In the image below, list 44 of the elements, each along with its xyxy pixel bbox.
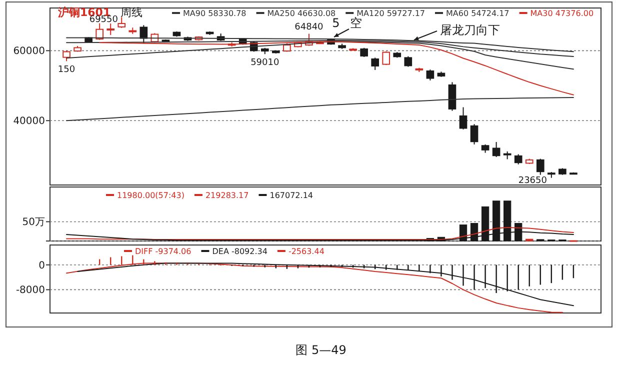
- annotation: 64840: [294, 22, 324, 33]
- candlestick: [62, 50, 70, 62]
- legend-label: DIFF -9374.06: [135, 247, 192, 256]
- candlestick: [404, 56, 412, 68]
- candlestick: [448, 82, 456, 112]
- line-series: [77, 262, 574, 306]
- line-series: [66, 96, 574, 122]
- candlestick: [492, 141, 500, 158]
- legend-label: 11980.00(57:43): [117, 191, 184, 200]
- candlestick: [382, 50, 390, 66]
- y-tick-label: -8000: [16, 285, 45, 296]
- candlestick: [106, 23, 115, 36]
- annotation: 空: [350, 16, 362, 30]
- candlestick: [536, 158, 544, 176]
- y-tick-label: 50万: [22, 217, 45, 228]
- legend-label: MA30 47376.00: [530, 9, 594, 18]
- candlestick: [514, 154, 522, 165]
- annotation: 150: [58, 65, 76, 76]
- candlestick: [360, 47, 368, 58]
- annotation: 23650: [518, 176, 548, 186]
- caption: 图 5—49: [296, 343, 346, 357]
- candlestick: [459, 106, 468, 130]
- legend-label: MA90 58330.78: [183, 9, 246, 18]
- legend-label: MA250 46630.08: [267, 9, 336, 18]
- legend-label: MA120 59727.17: [356, 9, 425, 18]
- candlestick: [371, 57, 380, 70]
- candlestick: [96, 22, 104, 40]
- candlestick: [426, 69, 434, 81]
- annotation: 屠龙刀向下: [440, 23, 500, 37]
- annotation: 69550: [89, 15, 118, 25]
- candlestick: [118, 16, 126, 28]
- chart-subtitle: 周线: [120, 6, 143, 19]
- annotation: 59010: [250, 58, 280, 68]
- candlestick: [140, 24, 148, 44]
- legend-label: MA60 54724.17: [446, 9, 510, 18]
- annotation: 5: [332, 16, 340, 30]
- y-tick-label: 0: [38, 260, 45, 272]
- legend-label: DEA -8092.34: [212, 247, 268, 256]
- y-tick-label: 40000: [13, 116, 45, 128]
- legend-label: 219283.17: [205, 191, 249, 200]
- legend-label: 167072.14: [270, 191, 313, 200]
- legend-label: -2563.44: [288, 247, 324, 256]
- y-tick-label: 60000: [13, 46, 45, 58]
- candlestick: [470, 124, 478, 145]
